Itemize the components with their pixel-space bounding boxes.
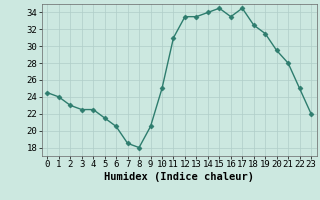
- X-axis label: Humidex (Indice chaleur): Humidex (Indice chaleur): [104, 172, 254, 182]
